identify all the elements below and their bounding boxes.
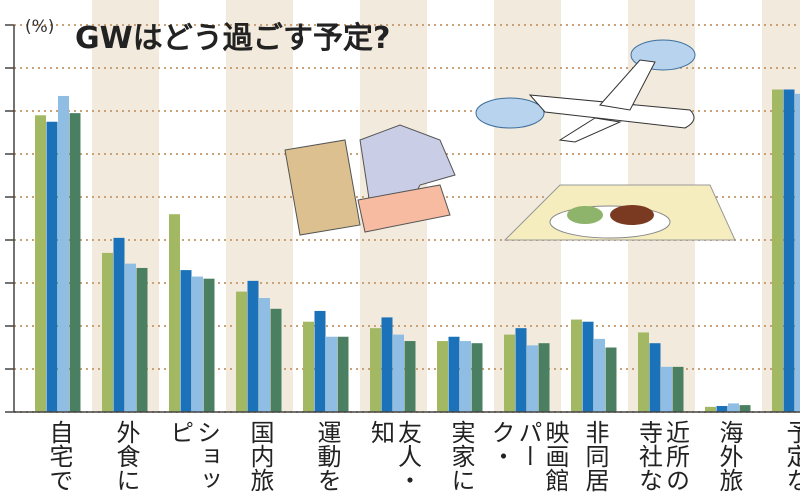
bar (638, 332, 649, 412)
bar (504, 334, 515, 412)
bar (203, 278, 215, 412)
x-tick-label: 映画館 パーク・ (487, 420, 569, 492)
chart-title: GWはどう過ごす予定? (75, 21, 390, 56)
bar (649, 343, 661, 412)
bar (381, 317, 393, 412)
x-tick-label: 友人・知 (366, 420, 422, 492)
bar (136, 267, 148, 412)
bar (739, 405, 751, 412)
bar (582, 321, 594, 412)
bar (370, 328, 381, 412)
bar (605, 347, 617, 412)
unit-label: (%) (25, 17, 54, 37)
bar (69, 113, 81, 413)
bar (594, 338, 605, 412)
bar (236, 291, 247, 412)
bar (46, 121, 58, 412)
bar (772, 89, 783, 412)
bar (728, 403, 739, 412)
bar (247, 280, 259, 412)
bar (404, 341, 416, 412)
bar (314, 310, 326, 412)
x-tick-label: 自宅で (45, 420, 73, 492)
bars (35, 89, 800, 413)
bar (705, 406, 716, 412)
bar (471, 343, 483, 412)
illustration (284, 39, 736, 241)
x-tick-label: 非同居 (581, 420, 609, 492)
bar (326, 336, 337, 412)
bar (527, 345, 538, 412)
x-tick-label: 近所の 寺社な (634, 420, 690, 492)
bar (783, 89, 795, 412)
bar (795, 93, 800, 413)
x-tick-label: 実家に (447, 420, 475, 492)
bar (180, 270, 192, 412)
bar (58, 95, 69, 412)
bar (437, 341, 448, 412)
bar (259, 298, 270, 412)
axis (5, 24, 800, 413)
bar (716, 405, 728, 412)
bar (303, 321, 314, 412)
bar (661, 366, 672, 412)
bar (192, 276, 203, 412)
x-tick-label: 外食に (112, 420, 140, 492)
x-tick-label: 海外旅 (715, 420, 743, 492)
bar (538, 343, 550, 412)
bar (125, 263, 136, 412)
bar (571, 319, 582, 412)
bar (515, 328, 527, 412)
x-tick-label: 予定な (782, 420, 800, 492)
bar (35, 115, 46, 413)
bar (169, 214, 180, 412)
bar (448, 336, 460, 412)
bar (113, 237, 125, 412)
bar (337, 336, 349, 412)
x-tick-label: 国内旅 (246, 420, 274, 492)
bar (270, 308, 282, 412)
bar (460, 341, 471, 412)
bar (393, 334, 404, 412)
x-tick-label: 運動を (313, 420, 341, 492)
bar (102, 252, 113, 412)
bar (672, 366, 684, 412)
x-tick-label: ショッピ (165, 420, 221, 492)
